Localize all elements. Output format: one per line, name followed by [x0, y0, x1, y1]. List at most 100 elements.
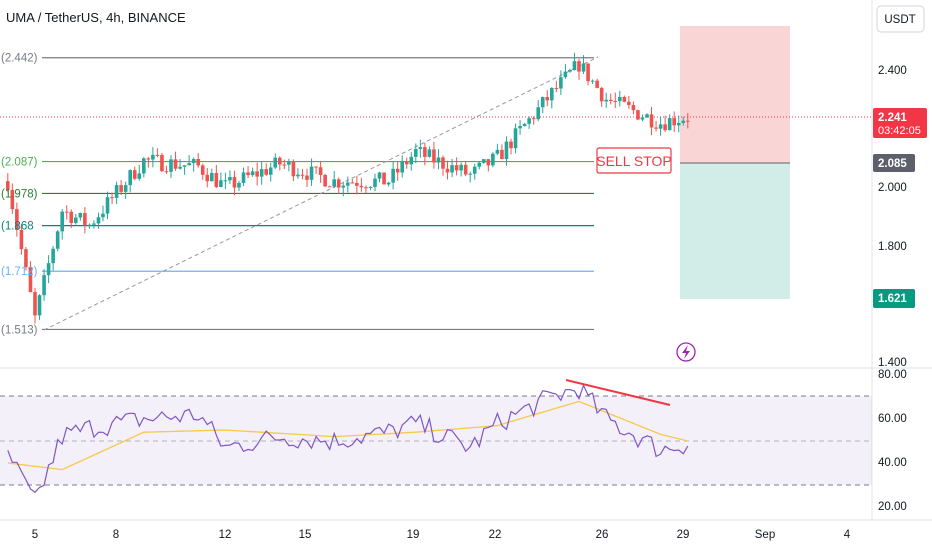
candle-body: [51, 248, 55, 264]
candle-body: [60, 211, 64, 232]
candle-body: [250, 171, 255, 176]
candle-body: [19, 229, 24, 250]
rsi-tick: 20.00: [878, 501, 907, 513]
currency-button[interactable]: USDT: [876, 5, 925, 33]
candle-body: [636, 110, 640, 120]
candle-body: [454, 165, 459, 171]
candle-body: [382, 172, 386, 185]
candle-body: [268, 167, 273, 175]
candle-body: [300, 174, 305, 176]
candle-body: [418, 147, 423, 150]
candle-body: [545, 97, 550, 101]
candle-body: [46, 263, 51, 276]
currency-label: USDT: [884, 14, 915, 26]
trend-line[interactable]: [43, 56, 599, 331]
candle-body: [577, 61, 581, 72]
candle-body: [522, 123, 527, 127]
candle-body: [255, 171, 259, 177]
candlestick-series: [6, 52, 690, 324]
candle-body: [595, 80, 599, 88]
candle-body: [74, 217, 78, 224]
candle-body: [291, 162, 296, 177]
bar-countdown: 03:42:05: [878, 125, 921, 137]
candle-body: [37, 295, 42, 316]
candle-body: [101, 213, 105, 218]
candle-body: [336, 179, 341, 188]
time-tick: 29: [677, 529, 690, 541]
candle-body: [341, 185, 346, 188]
candle-body: [649, 114, 654, 128]
candle-body: [228, 177, 232, 181]
candle-body: [327, 186, 332, 188]
rsi-tick: 40.00: [878, 457, 907, 469]
candle-body: [355, 182, 359, 186]
rsi-tick: 80.00: [878, 369, 907, 381]
candle-body: [15, 209, 19, 230]
candle-body: [191, 159, 196, 164]
candle-body: [654, 127, 658, 129]
stop-loss-zone: [680, 26, 790, 163]
candle-body: [495, 149, 500, 154]
candle-body: [64, 211, 69, 213]
time-tick: 22: [489, 529, 502, 541]
candle-body: [491, 153, 495, 166]
candle-body: [604, 99, 608, 102]
candle-body: [155, 154, 160, 156]
candle-body: [423, 147, 427, 157]
candle-body: [640, 117, 645, 120]
price-tick: 2.400: [878, 65, 907, 77]
candle-body: [6, 181, 10, 190]
rsi-tick: 60.00: [878, 413, 907, 425]
time-tick: 15: [299, 529, 312, 541]
lightning-icon[interactable]: [676, 342, 696, 362]
candle-body: [391, 168, 395, 183]
candle-body: [123, 185, 128, 192]
candle-body: [169, 159, 173, 172]
time-tick: 19: [407, 529, 420, 541]
candle-body: [672, 118, 676, 126]
candle-body: [151, 154, 155, 160]
candle-body: [28, 267, 33, 293]
candle-body: [282, 164, 287, 166]
candle-body: [622, 96, 627, 102]
fib-level-label: (2.442): [1, 53, 38, 65]
candle-body: [608, 99, 613, 102]
candle-body: [42, 275, 46, 296]
candle-body: [119, 185, 123, 192]
candle-body: [182, 165, 187, 167]
sell-stop-annotation[interactable]: SELL STOP: [596, 147, 672, 174]
candle-body: [92, 223, 96, 225]
take-profit-zone: [680, 163, 790, 299]
candle-body: [486, 159, 491, 166]
target-price-badge: 1.621: [873, 289, 915, 308]
candle-body: [205, 174, 210, 182]
candle-body: [346, 182, 350, 186]
candle-body: [631, 105, 636, 111]
candle-body: [500, 149, 504, 160]
candle-body: [105, 197, 110, 214]
candle-body: [409, 156, 414, 165]
candle-body: [246, 172, 250, 176]
candle-body: [513, 128, 518, 149]
fib-level-label: (1.712): [1, 266, 38, 278]
candle-body: [110, 197, 114, 199]
candle-body: [459, 164, 463, 171]
candle-body: [323, 174, 327, 187]
candle-body: [663, 124, 667, 131]
candle-body: [69, 211, 74, 224]
candle-body: [332, 179, 336, 187]
candle-body: [296, 174, 300, 177]
rsi-divergence-line[interactable]: [565, 379, 671, 406]
rsi-line: [7, 383, 689, 494]
candle-body: [436, 157, 441, 163]
candle-body: [445, 168, 450, 173]
candle-body: [676, 122, 681, 126]
rsi-ma-line: [7, 400, 688, 471]
candle-body: [463, 164, 468, 175]
candle-body: [214, 173, 219, 188]
candle-body: [364, 187, 368, 189]
candle-body: [427, 149, 432, 157]
candle-body: [264, 169, 268, 175]
candle-body: [350, 182, 355, 184]
